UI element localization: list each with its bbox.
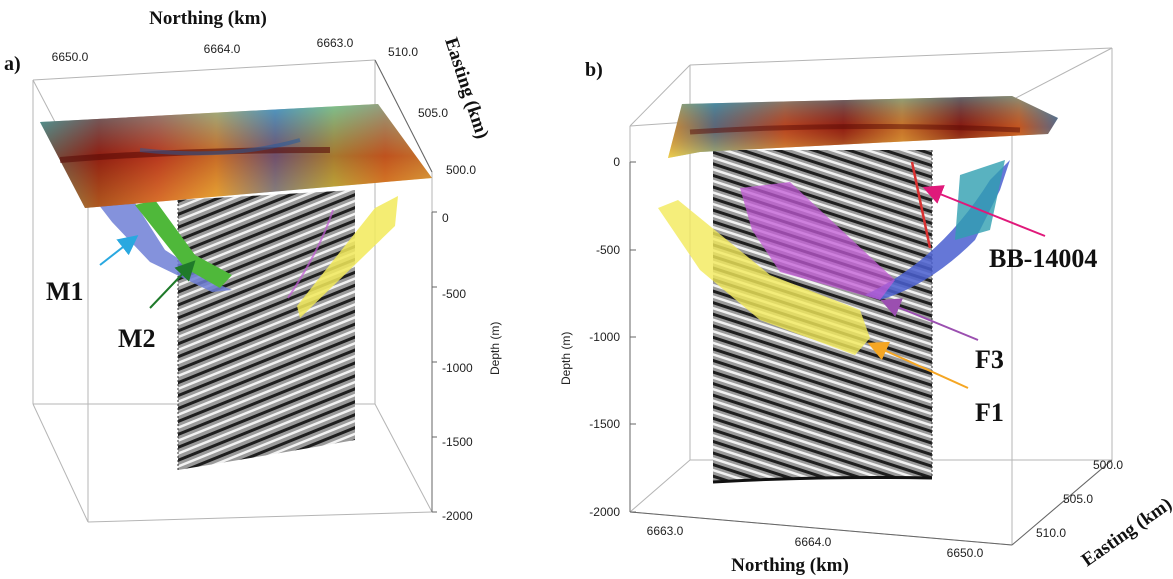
- depth-tick-b-2: -1000: [589, 330, 620, 344]
- depth-title-b: Depth (m): [559, 332, 573, 385]
- easting-title-a: Easting (km): [440, 35, 492, 141]
- depth-tick-b-3: -1500: [589, 417, 620, 431]
- northing-tick-b-1: 6664.0: [795, 535, 832, 549]
- depth-axis-a: 0 -500 -1000 -1500 -2000 Depth (m): [431, 211, 502, 523]
- seismic-section-b-base: [712, 476, 933, 484]
- f1-surface: [658, 200, 870, 355]
- f1-label: F1: [975, 398, 1004, 427]
- m1-surface: [95, 195, 232, 292]
- northing-tick-a-1: 6664.0: [204, 42, 241, 56]
- m1-arrow: [99, 235, 139, 266]
- northing-tick-b-0: 6663.0: [647, 524, 684, 538]
- depth-tick-a-0: 0: [442, 211, 449, 225]
- f3-surface: [740, 182, 895, 300]
- panel-b-letter: b): [585, 59, 603, 81]
- easting-tick-b-2: 510.0: [1036, 526, 1066, 540]
- easting-tick-a-1: 505.0: [418, 106, 448, 120]
- depth-tick-a-2: -1000: [442, 361, 473, 375]
- northing-title-a: Northing (km): [149, 8, 267, 29]
- f3-label: F3: [975, 345, 1004, 374]
- depth-title-a: Depth (m): [488, 322, 502, 375]
- f3-arrow: [880, 298, 979, 341]
- northing-title-b: Northing (km): [731, 555, 849, 576]
- northing-tick-b-2: 6650.0: [947, 546, 984, 560]
- seismic-section-a: [178, 190, 355, 470]
- depth-tick-b-0: 0: [613, 155, 620, 169]
- northing-axis-a: 6650.0 6664.0 6663.0 Northing (km): [52, 8, 354, 64]
- easting-axis-b: 500.0 505.0 510.0 Easting (km): [1011, 458, 1173, 571]
- depth-tick-a-1: -500: [442, 287, 466, 301]
- m2-arrow: [149, 260, 196, 309]
- easting-tick-a-2: 500.0: [446, 163, 476, 177]
- easting-tick-b-1: 505.0: [1063, 492, 1093, 506]
- panel-a: 6650.0 6664.0 6663.0 Northing (km) 510.0…: [4, 8, 502, 523]
- easting-tick-b-0: 500.0: [1093, 458, 1123, 472]
- yellow-fault-surface-a: [297, 196, 398, 318]
- depth-tick-a-3: -1500: [442, 435, 473, 449]
- purple-fault-trace-a: [287, 209, 334, 299]
- bb-14004-arrow: [922, 185, 1046, 237]
- panel-a-letter: a): [4, 53, 21, 75]
- easting-tick-a-0: 510.0: [388, 45, 418, 59]
- northing-tick-a-2: 6663.0: [317, 36, 354, 50]
- m2-label: M2: [118, 324, 156, 353]
- depth-tick-a-4: -2000: [442, 509, 473, 523]
- panel-b: 0 -500 -1000 -1500 -2000 Depth (m) 6663.…: [559, 47, 1173, 576]
- m1-label: M1: [46, 277, 84, 306]
- depth-axis-b: 0 -500 -1000 -1500 -2000 Depth (m): [559, 155, 636, 519]
- depth-tick-b-4: -2000: [589, 505, 620, 519]
- depth-tick-b-1: -500: [596, 243, 620, 257]
- northing-axis-b: 6663.0 6664.0 6650.0 Northing (km): [629, 511, 1013, 576]
- m2-surface: [135, 200, 232, 288]
- teal-surface-b: [955, 160, 1005, 240]
- bb-14004-label: BB-14004: [989, 244, 1097, 273]
- f1-arrow: [867, 341, 969, 389]
- borehole-bb-14004: [910, 161, 932, 249]
- northing-tick-a-0: 6650.0: [52, 50, 89, 64]
